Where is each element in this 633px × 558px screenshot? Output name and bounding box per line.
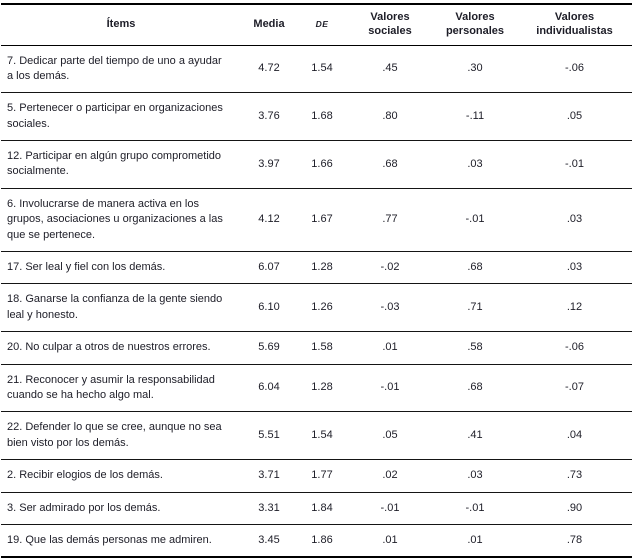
media-cell: 3.71 <box>258 469 280 482</box>
table-row: 3. Ser admirado por los demás. 3.31 1.84… <box>1 492 632 525</box>
valores-sociales-cell: .01 <box>382 533 398 546</box>
table-row: 19. Que las demás personas me admiren. 3… <box>1 524 632 557</box>
table-row: 12. Participar en algún grupo comprometi… <box>1 141 632 189</box>
valores-personales-cell: -.01 <box>465 213 485 226</box>
de-cell: 1.28 <box>311 261 333 274</box>
col-header-de: DE <box>315 19 329 30</box>
de-cell: 1.26 <box>311 301 333 314</box>
de-cell: 1.67 <box>311 213 333 226</box>
table-row: 6. Involucrarse de manera activa en los … <box>1 188 632 252</box>
table-row: 7. Dedicar parte del tiempo de uno a ayu… <box>1 45 632 93</box>
de-cell: 1.66 <box>311 157 333 170</box>
col-header-media: Media <box>253 17 285 30</box>
valores-personales-cell: .41 <box>467 429 483 442</box>
item-cell: 20. No culpar a otros de nuestros errore… <box>7 341 211 354</box>
de-cell: 1.84 <box>311 501 333 514</box>
table-row: 22. Defender lo que se cree, aunque no s… <box>1 412 632 460</box>
valores-sociales-cell: -.02 <box>380 261 400 274</box>
media-cell: 4.72 <box>258 62 280 75</box>
de-cell: 1.86 <box>311 533 333 546</box>
item-cell: 22. Defender lo que se cree, aunque no s… <box>7 421 222 449</box>
media-cell: 3.31 <box>258 501 280 514</box>
valores-individualistas-cell: .03 <box>566 261 583 274</box>
item-cell: 2. Recibir elogios de los demás. <box>7 469 163 482</box>
item-cell: 19. Que las demás personas me admiren. <box>7 533 212 546</box>
media-cell: 3.97 <box>258 157 280 170</box>
valores-personales-cell: .68 <box>467 261 483 274</box>
item-cell: 18. Ganarse la confianza de la gente sie… <box>7 293 223 321</box>
valores-personales-cell: .30 <box>467 62 483 75</box>
item-cell: 3. Ser admirado por los demás. <box>7 501 161 514</box>
de-cell: 1.54 <box>311 429 333 442</box>
item-cell: 17. Ser leal y fiel con los demás. <box>7 261 166 274</box>
valores-personales-cell: .01 <box>467 533 483 546</box>
valores-sociales-cell: -.01 <box>380 381 400 394</box>
table-row: 21. Reconocer y asumir la responsabilida… <box>1 364 632 412</box>
valores-sociales-cell: .02 <box>382 469 398 482</box>
valores-personales-cell: -.01 <box>465 501 485 514</box>
valores-sociales-cell: -.03 <box>380 301 400 314</box>
valores-sociales-cell: .01 <box>382 341 398 354</box>
table-header-row: Ítems Media DE Valores sociales Valores … <box>1 4 632 45</box>
valores-sociales-cell: -.01 <box>380 501 400 514</box>
media-cell: 6.04 <box>258 381 280 394</box>
valores-individualistas-cell: .04 <box>566 429 583 442</box>
valores-personales-cell: .58 <box>467 341 483 354</box>
media-cell: 6.10 <box>258 301 280 314</box>
valores-individualistas-cell: .90 <box>566 501 583 514</box>
media-cell: 3.45 <box>258 533 280 546</box>
valores-personales-cell: -.11 <box>465 109 485 122</box>
valores-sociales-cell: .77 <box>382 213 398 226</box>
media-cell: 3.76 <box>258 109 280 122</box>
de-cell: 1.28 <box>311 381 333 394</box>
de-cell: 1.54 <box>311 62 333 75</box>
media-cell: 4.12 <box>258 213 280 226</box>
valores-individualistas-cell: -.06 <box>565 341 584 354</box>
item-cell: 6. Involucrarse de manera activa en los … <box>7 197 223 241</box>
media-cell: 5.51 <box>258 429 280 442</box>
de-cell: 1.68 <box>311 109 333 122</box>
valores-individualistas-cell: .73 <box>566 469 583 482</box>
valores-sociales-cell: .05 <box>382 429 398 442</box>
col-header-items: Ítems <box>106 17 136 30</box>
table-row: 17. Ser leal y fiel con los demás. 6.07 … <box>1 252 632 284</box>
valores-personales-cell: .03 <box>467 157 483 170</box>
media-cell: 5.69 <box>258 341 280 354</box>
col-header-valores-sociales: Valores sociales <box>368 11 412 37</box>
valores-sociales-cell: .80 <box>382 109 398 122</box>
valores-sociales-cell: .68 <box>382 157 398 170</box>
table-row: 20. No culpar a otros de nuestros errore… <box>1 332 632 365</box>
valores-individualistas-cell: .03 <box>566 213 583 226</box>
media-cell: 6.07 <box>258 261 280 274</box>
col-header-valores-individualistas: Valores individualistas <box>536 11 613 37</box>
table-row: 5. Pertenecer o participar en organizaci… <box>1 93 632 141</box>
table-row: 18. Ganarse la confianza de la gente sie… <box>1 284 632 332</box>
valores-personales-cell: .03 <box>467 469 483 482</box>
valores-individualistas-cell: -.06 <box>565 62 584 75</box>
valores-individualistas-cell: -.01 <box>565 157 584 170</box>
valores-individualistas-cell: .05 <box>566 109 583 122</box>
col-header-valores-personales: Valores personales <box>445 11 505 37</box>
items-factor-loadings-table: Ítems Media DE Valores sociales Valores … <box>1 3 632 558</box>
valores-individualistas-cell: .12 <box>566 301 583 314</box>
valores-personales-cell: .68 <box>467 381 483 394</box>
de-cell: 1.58 <box>311 341 333 354</box>
valores-personales-cell: .71 <box>467 301 483 314</box>
item-cell: 5. Pertenecer o participar en organizaci… <box>7 102 223 130</box>
item-cell: 7. Dedicar parte del tiempo de uno a ayu… <box>7 54 222 82</box>
valores-individualistas-cell: -.07 <box>565 381 584 394</box>
item-cell: 21. Reconocer y asumir la responsabilida… <box>7 373 215 401</box>
item-cell: 12. Participar en algún grupo comprometi… <box>7 150 222 178</box>
table-row: 2. Recibir elogios de los demás. 3.71 1.… <box>1 460 632 493</box>
valores-sociales-cell: .45 <box>382 62 398 75</box>
valores-individualistas-cell: .78 <box>566 533 583 546</box>
de-cell: 1.77 <box>311 469 333 482</box>
